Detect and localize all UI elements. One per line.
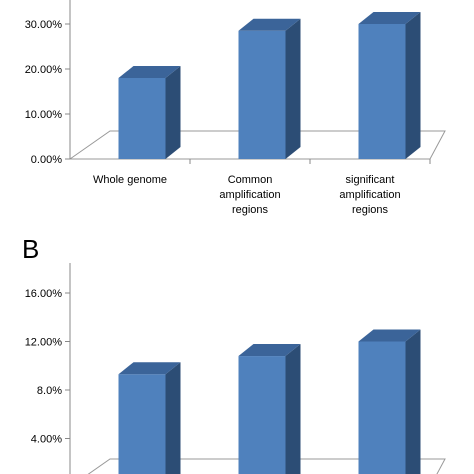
bar-top [118,66,181,78]
x-tick-label: Common amplification regions [219,174,280,216]
bar [238,344,301,474]
y-tick-label: 8.0% [37,385,62,397]
bar-front [358,24,406,159]
x-tick-label-line: Whole genome [93,174,167,186]
x-tick-label-line: regions [232,204,269,216]
bar [238,18,301,159]
x-tick-label-line: Common [228,174,273,186]
bar-front [358,341,406,474]
bar-top [238,344,301,357]
bar-side [165,362,181,474]
bar-top [358,329,421,342]
y-tick-label: 10.00% [25,109,63,121]
bar [358,329,421,474]
y-tick-label: 12.00% [25,337,63,349]
bar [118,66,181,159]
y-tick-label: 20.00% [25,64,63,76]
bar-side [165,66,181,159]
floor [87,458,446,474]
bar-side [405,12,421,159]
bar-front [118,78,166,159]
x-tick-label-line: amplification [219,189,280,201]
x-tick-label: significant amplification regions [339,174,400,216]
bar-front [238,30,286,159]
bar-side [285,18,301,159]
x-tick-label-line: amplification [339,189,400,201]
x-tick-label-line: significant [346,174,395,186]
y-tick-label: 4.00% [31,434,62,446]
x-tick-label-line: regions [352,204,389,216]
bar-side [405,329,421,474]
bar-top [238,18,301,31]
bar-front [118,374,166,474]
bar-top [358,12,421,24]
y-tick-label: 0.00% [31,154,62,166]
bar-front [238,356,286,474]
x-tick-label: Whole genome [93,174,167,186]
panel-label: B [22,234,39,264]
y-tick-label: 30.00% [25,19,63,31]
bar [358,12,421,159]
bar-side [285,344,301,474]
y-tick-label: 16.00% [25,288,63,300]
bar [118,362,181,474]
bar-top [118,362,181,375]
